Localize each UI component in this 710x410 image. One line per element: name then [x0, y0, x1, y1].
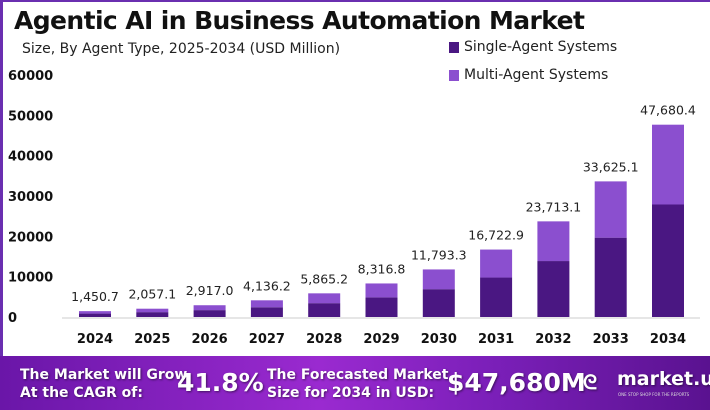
legend-item-multi-agent: Multi-Agent Systems — [449, 67, 608, 83]
chart-subtitle: Size, By Agent Type, 2025-2034 (USD Mill… — [22, 41, 341, 57]
data-label-total: 16,722.9 — [468, 228, 524, 243]
bar-multi-agent — [537, 221, 570, 262]
bar-single-agent — [594, 237, 627, 317]
x-tick-label: 2024 — [77, 332, 113, 347]
y-tick-label: 40000 — [8, 150, 53, 165]
y-tick-label: 0 — [8, 311, 17, 326]
brand-logo-icon: ᘓ — [583, 370, 598, 394]
data-label-total: 33,625.1 — [583, 159, 639, 174]
x-tick-label: 2029 — [363, 332, 399, 347]
cagr-label-line1: The Market will Grow — [20, 367, 188, 383]
legend-item-single-agent: Single-Agent Systems — [449, 39, 617, 55]
bar-single-agent — [537, 261, 570, 317]
bar-single-agent — [136, 312, 169, 317]
y-tick-label: 10000 — [8, 271, 53, 286]
x-tick-label: 2030 — [421, 332, 457, 347]
data-label-total: 4,136.2 — [243, 278, 291, 293]
legend-label-multi: Multi-Agent Systems — [464, 67, 609, 83]
cagr-label: The Market will Grow At the CAGR of: — [20, 366, 187, 402]
y-tick-label: 50000 — [8, 109, 53, 124]
bar-single-agent — [250, 307, 283, 317]
data-label-total: 8,316.8 — [358, 261, 406, 276]
bar-multi-agent — [594, 181, 627, 238]
data-label-total: 2,057.1 — [128, 287, 176, 302]
data-label-total: 1,450.7 — [71, 289, 119, 304]
y-tick-label: 60000 — [8, 69, 53, 84]
bar-multi-agent — [308, 293, 341, 304]
data-label-total: 2,917.0 — [186, 283, 234, 298]
bar-multi-agent — [193, 305, 226, 311]
forecast-label-line2: Size for 2034 in USD: — [267, 385, 435, 401]
data-label-total: 23,713.1 — [526, 199, 582, 214]
x-tick-label: 2028 — [306, 332, 342, 347]
bar-multi-agent — [79, 311, 111, 314]
cagr-label-line2: At the CAGR of: — [20, 385, 143, 401]
bar-single-agent — [652, 204, 684, 317]
x-tick-label: 2033 — [593, 332, 629, 347]
bar-multi-agent — [250, 300, 283, 308]
chart-frame — [0, 0, 710, 356]
bar-single-agent — [308, 303, 341, 317]
bar-multi-agent — [480, 249, 513, 278]
x-tick-label: 2034 — [650, 332, 686, 347]
x-tick-label: 2026 — [192, 332, 228, 347]
forecast-label-line1: The Forecasted Market — [267, 367, 449, 383]
bar-multi-agent — [136, 308, 169, 313]
bar-single-agent — [480, 277, 513, 317]
brand-name: market.us — [617, 368, 710, 390]
bar-multi-agent — [652, 124, 684, 205]
data-label-total: 47,680.4 — [640, 103, 696, 118]
bar-chart: 0 10000 20000 30000 40000 50000 60000 1,450.7 20… — [8, 69, 700, 347]
cagr-value: 41.8% — [177, 368, 264, 397]
legend-swatch-multi — [449, 69, 459, 81]
legend-swatch-single — [449, 41, 459, 53]
x-tick-label: 2027 — [249, 332, 285, 347]
x-tick-label: 2025 — [134, 332, 170, 347]
chart-title: Agentic AI in Business Automation Market — [14, 6, 585, 35]
y-tick-label: 20000 — [8, 230, 53, 245]
bar-single-agent — [422, 289, 455, 317]
bar-multi-agent — [365, 283, 398, 298]
data-label-total: 5,865.2 — [300, 271, 348, 286]
forecast-value: $47,680M — [447, 368, 586, 397]
y-tick-label: 30000 — [8, 190, 53, 205]
bar-single-agent — [365, 297, 398, 317]
data-label-total: 11,793.3 — [411, 247, 467, 262]
x-tick-label: 2031 — [478, 332, 514, 347]
x-tick-label: 2032 — [535, 332, 571, 347]
bar-single-agent — [79, 313, 111, 317]
bar-single-agent — [193, 310, 226, 317]
footer-banner: The Market will Grow At the CAGR of: 41.… — [0, 356, 710, 410]
legend-label-single: Single-Agent Systems — [464, 39, 618, 55]
bar-multi-agent — [422, 269, 455, 290]
brand-tagline: ONE STOP SHOP FOR THE REPORTS — [618, 392, 690, 397]
forecast-label: The Forecasted Market Size for 2034 in U… — [267, 366, 448, 402]
